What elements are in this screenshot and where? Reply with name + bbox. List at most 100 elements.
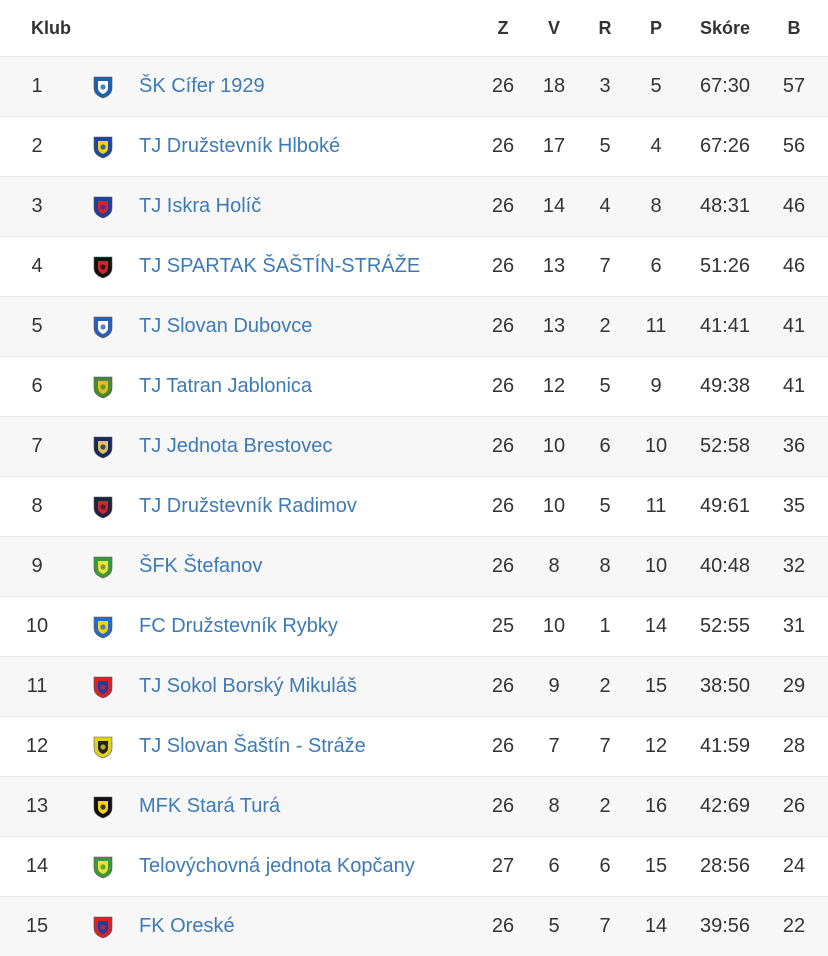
row-draws: 5: [599, 375, 611, 397]
stara-tura-crest-icon: [93, 796, 113, 818]
club-crest[interactable]: [91, 177, 115, 236]
row-wins: 10: [542, 435, 566, 457]
club-crest[interactable]: [91, 897, 115, 956]
row-draws: 7: [599, 915, 611, 937]
club-name-link[interactable]: TJ Slovan Dubovce: [139, 315, 313, 337]
club-crest[interactable]: [91, 537, 115, 596]
club-name-link[interactable]: Telovýchovná jednota Kopčany: [139, 855, 415, 877]
row-rank: 15: [25, 915, 49, 937]
club-name-link[interactable]: MFK Stará Turá: [139, 795, 281, 817]
table-row: 9 ŠFK Štefanov 26 8 8 10 40:48 32: [0, 536, 828, 596]
row-points: 35: [782, 495, 806, 517]
row-points: 26: [782, 795, 806, 817]
club-crest[interactable]: [91, 717, 115, 776]
club-name-link[interactable]: ŠK Cífer 1929: [139, 75, 265, 97]
club-name-link[interactable]: TJ Slovan Šaštín - Stráže: [139, 735, 366, 757]
row-played: 26: [491, 675, 515, 697]
club-crest[interactable]: [91, 777, 115, 836]
table-row: 4 TJ SPARTAK ŠAŠTÍN-STRÁŽE 26 13 7 6 51:26 46: [0, 236, 828, 296]
row-losses: 12: [644, 735, 668, 757]
cifer-crest-icon: [93, 76, 113, 98]
club-name-link[interactable]: FC Družstevník Rybky: [139, 615, 338, 637]
row-played: 26: [491, 915, 515, 937]
row-wins: 10: [542, 615, 566, 637]
club-crest[interactable]: [91, 297, 115, 356]
row-played: 27: [491, 855, 515, 877]
table-row: 12 TJ Slovan Šaštín - Stráže 26 7 7 12 41:59 28: [0, 716, 828, 776]
row-score: 52:58: [699, 435, 751, 457]
header-wins[interactable]: V: [547, 17, 560, 38]
jablonica-crest-icon: [93, 376, 113, 398]
row-played: 26: [491, 795, 515, 817]
row-losses: 10: [644, 435, 668, 457]
row-played: 26: [491, 375, 515, 397]
row-draws: 3: [599, 75, 611, 97]
row-points: 41: [782, 375, 806, 397]
row-rank: 7: [31, 435, 43, 457]
row-rank: 6: [31, 375, 43, 397]
club-name-link[interactable]: FK Oreské: [139, 915, 235, 937]
club-name-link[interactable]: TJ Družstevník Hlboké: [139, 135, 341, 157]
club-crest[interactable]: [91, 597, 115, 656]
row-wins: 10: [542, 495, 566, 517]
club-crest[interactable]: [91, 357, 115, 416]
row-draws: 4: [599, 195, 611, 217]
row-points: 24: [782, 855, 806, 877]
club-name-link[interactable]: ŠFK Štefanov: [139, 555, 263, 577]
table-row: 7 TJ Jednota Brestovec 26 10 6 10 52:58 36: [0, 416, 828, 476]
row-score: 28:56: [699, 855, 751, 877]
club-crest[interactable]: [91, 237, 115, 296]
club-crest[interactable]: [91, 57, 115, 116]
header-points[interactable]: B: [787, 17, 801, 38]
club-name-link[interactable]: TJ Tatran Jablonica: [139, 375, 313, 397]
row-score: 67:30: [699, 75, 751, 97]
row-rank: 10: [25, 615, 49, 637]
kopcany-crest-icon: [93, 856, 113, 878]
row-wins: 13: [542, 315, 566, 337]
row-rank: 1: [31, 75, 43, 97]
table-row: 1 ŠK Cífer 1929 26 18 3 5 67:30 57: [0, 56, 828, 116]
club-name-link[interactable]: TJ Družstevník Radimov: [139, 495, 357, 517]
row-draws: 6: [599, 435, 611, 457]
table-row: 5 TJ Slovan Dubovce 26 13 2 11 41:41 41: [0, 296, 828, 356]
club-crest[interactable]: [91, 117, 115, 176]
header-draws[interactable]: R: [598, 17, 612, 38]
row-rank: 3: [31, 195, 43, 217]
row-points: 28: [782, 735, 806, 757]
row-draws: 6: [599, 855, 611, 877]
row-wins: 8: [548, 795, 560, 817]
row-score: 39:56: [699, 915, 751, 937]
row-draws: 2: [599, 795, 611, 817]
club-name-link[interactable]: TJ Iskra Holíč: [139, 195, 262, 217]
row-losses: 8: [650, 195, 662, 217]
row-score: 49:38: [699, 375, 751, 397]
header-losses[interactable]: P: [649, 17, 662, 38]
table-row: 13 MFK Stará Turá 26 8 2 16 42:69 26: [0, 776, 828, 836]
row-losses: 5: [650, 75, 662, 97]
club-crest[interactable]: [91, 417, 115, 476]
row-points: 36: [782, 435, 806, 457]
row-wins: 18: [542, 75, 566, 97]
stefanov-crest-icon: [93, 556, 113, 578]
header-played[interactable]: Z: [497, 17, 509, 38]
header-score[interactable]: Skóre: [699, 17, 751, 38]
table-row: 8 TJ Družstevník Radimov 26 10 5 11 49:61 35: [0, 476, 828, 536]
header-club[interactable]: Klub: [31, 17, 71, 38]
club-crest[interactable]: [91, 657, 115, 716]
club-name-link[interactable]: TJ Jednota Brestovec: [139, 435, 333, 457]
row-wins: 8: [548, 555, 560, 577]
row-score: 49:61: [699, 495, 751, 517]
club-crest[interactable]: [91, 477, 115, 536]
slovan-sastin-crest-icon: [93, 736, 113, 758]
club-name-link[interactable]: TJ SPARTAK ŠAŠTÍN-STRÁŽE: [139, 255, 421, 277]
table-row: 14 Telovýchovná jednota Kopčany 27 6 6 15 28:5…: [0, 836, 828, 896]
table-row: 15 FK Oreské 26 5 7 14 39:56 22: [0, 896, 828, 956]
row-score: 41:41: [699, 315, 751, 337]
row-rank: 2: [31, 135, 43, 157]
club-crest[interactable]: [91, 837, 115, 896]
club-name-link[interactable]: TJ Sokol Borský Mikuláš: [139, 675, 357, 697]
table-row: 3 TJ Iskra Holíč 26 14 4 8 48:31 46: [0, 176, 828, 236]
row-losses: 14: [644, 615, 668, 637]
oreske-crest-icon: [93, 916, 113, 938]
